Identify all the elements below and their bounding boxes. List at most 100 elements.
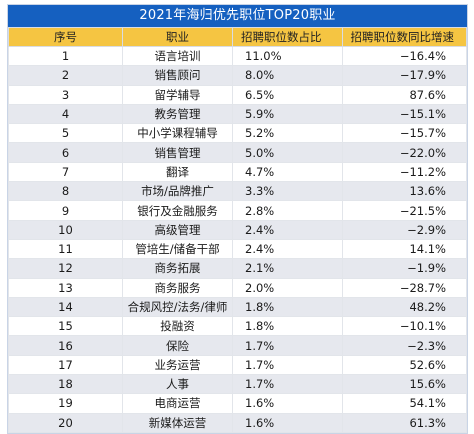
header-rank: 序号 xyxy=(8,27,123,47)
share-cell: 2.0% xyxy=(232,277,343,298)
job-cell: 管培生/储备干部 xyxy=(122,238,233,260)
growth-cell: −2.3% xyxy=(342,335,467,356)
rank-cell: 18 xyxy=(8,374,123,395)
ranking-table: 序号 职业 招聘职位数占比 招聘职位数同比增速 1 语言培训 11.0% −16.4%… xyxy=(8,27,467,433)
job-cell: 保险 xyxy=(122,335,233,356)
share-cell: 6.5% xyxy=(232,84,343,105)
share-cell: 2.4% xyxy=(232,219,343,240)
share-cell: 5.2% xyxy=(232,123,343,144)
rank-cell: 8 xyxy=(8,181,123,202)
job-cell: 教务管理 xyxy=(122,103,233,125)
share-cell: 2.4% xyxy=(232,238,343,260)
growth-cell: 14.1% xyxy=(342,238,467,260)
rank-cell: 16 xyxy=(8,335,123,356)
job-cell: 高级管理 xyxy=(122,219,233,240)
rank-cell: 3 xyxy=(8,84,123,105)
table-row: 15 投融资 1.8% −10.1% xyxy=(8,316,467,337)
growth-cell: −10.1% xyxy=(342,316,467,337)
table-row: 11 管培生/储备干部 2.4% 14.1% xyxy=(8,238,467,260)
share-cell: 5.0% xyxy=(232,142,343,163)
share-cell: 2.1% xyxy=(232,258,343,279)
table-row: 3 留学辅导 6.5% 87.6% xyxy=(8,84,467,105)
job-cell: 语言培训 xyxy=(122,45,233,67)
rank-cell: 2 xyxy=(8,65,123,86)
rank-cell: 10 xyxy=(8,219,123,240)
job-cell: 银行及金融服务 xyxy=(122,200,233,221)
job-cell: 商务服务 xyxy=(122,277,233,298)
share-cell: 1.6% xyxy=(232,393,343,414)
table-row: 10 高级管理 2.4% −2.9% xyxy=(8,219,467,240)
ranking-table-panel: 2021年海归优先职位TOP20职业 序号 职业 招聘职位数占比 招聘职位数同比… xyxy=(7,4,468,434)
share-cell: 8.0% xyxy=(232,65,343,86)
table-row: 12 商务拓展 2.1% −1.9% xyxy=(8,258,467,279)
table-row: 5 中小学课程辅导 5.2% −15.7% xyxy=(8,123,467,144)
table-row: 13 商务服务 2.0% −28.7% xyxy=(8,277,467,298)
table-row: 2 销售顾问 8.0% −17.9% xyxy=(8,65,467,86)
header-job: 职业 xyxy=(122,27,233,47)
job-cell: 市场/品牌推广 xyxy=(122,181,233,202)
table-row: 14 合规风控/法务/律师 1.8% 48.2% xyxy=(8,296,467,318)
growth-cell: −15.7% xyxy=(342,123,467,144)
table-row: 20 新媒体运营 1.6% 61.3% xyxy=(8,412,467,433)
growth-cell: −11.2% xyxy=(342,161,467,183)
share-cell: 3.3% xyxy=(232,181,343,202)
job-cell: 新媒体运营 xyxy=(122,412,233,433)
share-cell: 1.8% xyxy=(232,296,343,318)
job-cell: 翻译 xyxy=(122,161,233,183)
share-cell: 5.9% xyxy=(232,103,343,125)
header-row: 序号 职业 招聘职位数占比 招聘职位数同比增速 xyxy=(8,27,467,47)
share-cell: 1.7% xyxy=(232,354,343,376)
share-cell: 2.8% xyxy=(232,200,343,221)
growth-cell: −2.9% xyxy=(342,219,467,240)
header-growth: 招聘职位数同比增速 xyxy=(342,27,467,47)
header-share: 招聘职位数占比 xyxy=(232,27,343,47)
job-cell: 中小学课程辅导 xyxy=(122,123,233,144)
share-cell: 1.7% xyxy=(232,335,343,356)
growth-cell: −22.0% xyxy=(342,142,467,163)
rank-cell: 4 xyxy=(8,103,123,125)
share-cell: 1.6% xyxy=(232,412,343,433)
growth-cell: −21.5% xyxy=(342,200,467,221)
share-cell: 11.0% xyxy=(232,45,343,67)
table-title: 2021年海归优先职位TOP20职业 xyxy=(8,5,467,27)
rank-cell: 1 xyxy=(8,45,123,67)
growth-cell: 52.6% xyxy=(342,354,467,376)
table-row: 19 电商运营 1.6% 54.1% xyxy=(8,393,467,414)
growth-cell: −16.4% xyxy=(342,45,467,67)
rank-cell: 7 xyxy=(8,161,123,183)
growth-cell: 87.6% xyxy=(342,84,467,105)
table-row: 8 市场/品牌推广 3.3% 13.6% xyxy=(8,181,467,202)
rank-cell: 9 xyxy=(8,200,123,221)
share-cell: 1.8% xyxy=(232,316,343,337)
table-row: 18 人事 1.7% 15.6% xyxy=(8,374,467,395)
growth-cell: 61.3% xyxy=(342,412,467,433)
table-body: 1 语言培训 11.0% −16.4% 2 销售顾问 8.0% −17.9% 3 留学辅导 6.5%… xyxy=(8,45,467,433)
rank-cell: 20 xyxy=(8,412,123,433)
table-row: 4 教务管理 5.9% −15.1% xyxy=(8,103,467,125)
table-row: 6 销售管理 5.0% −22.0% xyxy=(8,142,467,163)
job-cell: 业务运营 xyxy=(122,354,233,376)
rank-cell: 12 xyxy=(8,258,123,279)
growth-cell: 13.6% xyxy=(342,181,467,202)
rank-cell: 15 xyxy=(8,316,123,337)
table-row: 9 银行及金融服务 2.8% −21.5% xyxy=(8,200,467,221)
growth-cell: 54.1% xyxy=(342,393,467,414)
rank-cell: 5 xyxy=(8,123,123,144)
rank-cell: 13 xyxy=(8,277,123,298)
job-cell: 合规风控/法务/律师 xyxy=(122,296,233,318)
share-cell: 1.7% xyxy=(232,374,343,395)
table-row: 7 翻译 4.7% −11.2% xyxy=(8,161,467,183)
rank-cell: 6 xyxy=(8,142,123,163)
growth-cell: 48.2% xyxy=(342,296,467,318)
rank-cell: 11 xyxy=(8,238,123,260)
job-cell: 投融资 xyxy=(122,316,233,337)
job-cell: 留学辅导 xyxy=(122,84,233,105)
growth-cell: 15.6% xyxy=(342,374,467,395)
growth-cell: −15.1% xyxy=(342,103,467,125)
job-cell: 人事 xyxy=(122,374,233,395)
share-cell: 4.7% xyxy=(232,161,343,183)
growth-cell: −17.9% xyxy=(342,65,467,86)
job-cell: 商务拓展 xyxy=(122,258,233,279)
growth-cell: −28.7% xyxy=(342,277,467,298)
rank-cell: 19 xyxy=(8,393,123,414)
